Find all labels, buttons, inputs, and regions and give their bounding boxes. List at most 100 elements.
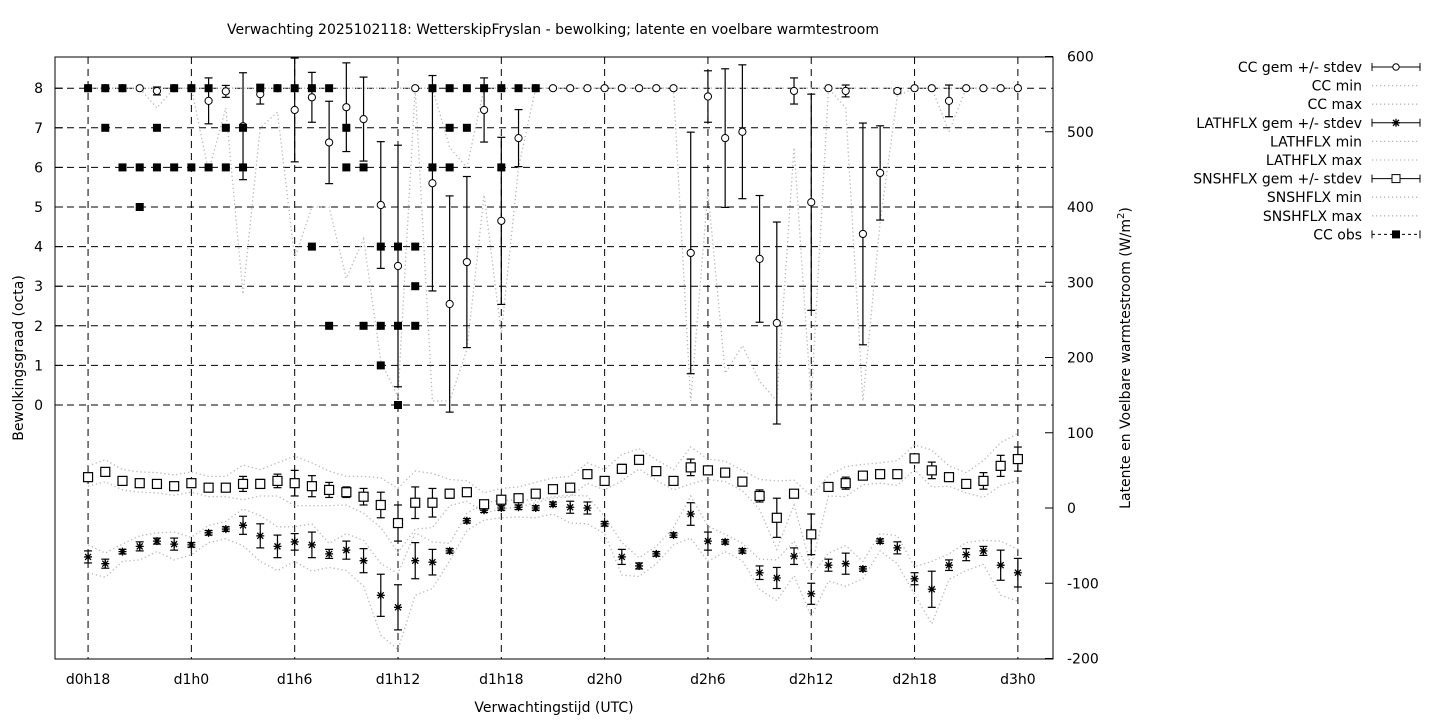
data-point xyxy=(599,475,610,487)
data-point xyxy=(496,494,507,505)
data-point xyxy=(737,476,748,487)
data-point xyxy=(823,481,834,493)
obs-point xyxy=(135,203,144,211)
data-point xyxy=(513,493,524,504)
data-point xyxy=(824,84,833,93)
x-tick-label: d1h12 xyxy=(376,672,420,688)
y-axis-label: Bewolkingsgraad (octa) xyxy=(11,275,27,441)
series-cc-obs xyxy=(84,84,540,409)
x-tick-label: d2h6 xyxy=(690,672,726,688)
obs-point xyxy=(152,123,161,132)
obs-point xyxy=(445,123,454,132)
legend-marker xyxy=(1391,174,1401,184)
data-point xyxy=(170,540,179,549)
data-point xyxy=(944,561,953,570)
obs-point xyxy=(101,123,110,132)
data-point xyxy=(547,484,559,495)
data-point xyxy=(135,84,144,93)
data-point xyxy=(359,114,368,124)
y-tick-label: 4 xyxy=(34,240,43,256)
obs-point xyxy=(325,321,334,330)
data-point xyxy=(686,510,695,519)
data-point xyxy=(927,585,936,594)
data-point xyxy=(669,531,678,540)
y2-tick-label: -100 xyxy=(1067,576,1099,592)
data-point xyxy=(961,478,972,490)
obs-point xyxy=(170,84,179,93)
data-point xyxy=(857,470,869,481)
obs-point xyxy=(118,163,127,172)
data-point xyxy=(445,299,454,309)
data-point xyxy=(324,484,335,496)
obs-point xyxy=(462,123,471,132)
series-line-lathflx-min xyxy=(87,513,1019,651)
obs-point xyxy=(187,163,196,172)
series-line-cc-max xyxy=(88,87,1018,169)
y2-axis-label-sup: 2 xyxy=(1116,213,1127,219)
y-tick-label: 5 xyxy=(34,200,43,216)
data-point xyxy=(807,589,816,598)
y2-tick-label: 400 xyxy=(1067,200,1094,216)
data-point xyxy=(478,499,490,510)
legend-label: CC max xyxy=(1307,97,1362,113)
data-point xyxy=(754,490,765,502)
obs-point xyxy=(411,282,420,291)
obs-point xyxy=(204,163,213,172)
data-point xyxy=(858,564,867,573)
data-point xyxy=(738,127,747,136)
obs-point xyxy=(411,242,420,251)
series-line-cc-min xyxy=(88,86,1018,403)
obs-point xyxy=(428,84,437,93)
series-line-lathflx-max xyxy=(87,494,1019,577)
data-point xyxy=(772,318,781,328)
legend-marker xyxy=(1392,63,1400,71)
y2-axis-label-main: Latente en Voelbare warmtestroom (W/m xyxy=(1118,219,1134,509)
data-point xyxy=(152,537,161,546)
axis-ticks: 0 1 2 3 4 5 6 7 8 -200 -100 0 100 200 300 400 500 600 d0h1… xyxy=(34,50,1099,689)
y2-tick-label: 100 xyxy=(1067,426,1094,442)
legend-label: LATHFLX gem +/- stdev xyxy=(1196,116,1362,132)
data-point xyxy=(702,465,714,476)
data-point xyxy=(634,84,644,93)
data-point xyxy=(203,482,214,493)
obs-point xyxy=(290,84,299,93)
obs-point xyxy=(445,163,454,172)
data-point xyxy=(272,475,283,487)
data-point xyxy=(273,542,282,551)
obs-point xyxy=(359,163,368,172)
data-point xyxy=(772,573,781,582)
data-point xyxy=(306,481,318,492)
y2-tick-label: 200 xyxy=(1067,351,1094,367)
y2-tick-label: -200 xyxy=(1067,652,1099,668)
data-point xyxy=(461,487,472,498)
data-point xyxy=(600,519,609,528)
obs-point xyxy=(497,163,506,172)
data-point xyxy=(462,516,471,525)
obs-point xyxy=(531,84,540,93)
data-point xyxy=(187,540,196,549)
plot-frame xyxy=(54,56,1054,660)
data-point xyxy=(943,472,955,483)
data-point xyxy=(583,84,592,93)
data-point xyxy=(876,168,885,178)
obs-point xyxy=(393,401,402,409)
obs-point xyxy=(462,84,471,93)
obs-point xyxy=(359,321,368,330)
data-point xyxy=(721,133,730,143)
min-max-lines xyxy=(87,86,1019,651)
data-point xyxy=(790,552,799,561)
data-point xyxy=(375,499,386,511)
data-point xyxy=(858,229,868,239)
data-point xyxy=(237,478,249,490)
y2-axis-label-end: ) xyxy=(1118,207,1134,212)
data-point xyxy=(530,488,541,499)
data-point xyxy=(652,84,661,93)
data-point xyxy=(186,478,197,489)
data-point xyxy=(531,504,540,512)
data-point xyxy=(1013,84,1022,93)
obs-point xyxy=(393,242,402,251)
data-point xyxy=(84,552,93,561)
data-point xyxy=(256,531,265,540)
data-point xyxy=(376,591,385,600)
data-point xyxy=(307,93,317,102)
